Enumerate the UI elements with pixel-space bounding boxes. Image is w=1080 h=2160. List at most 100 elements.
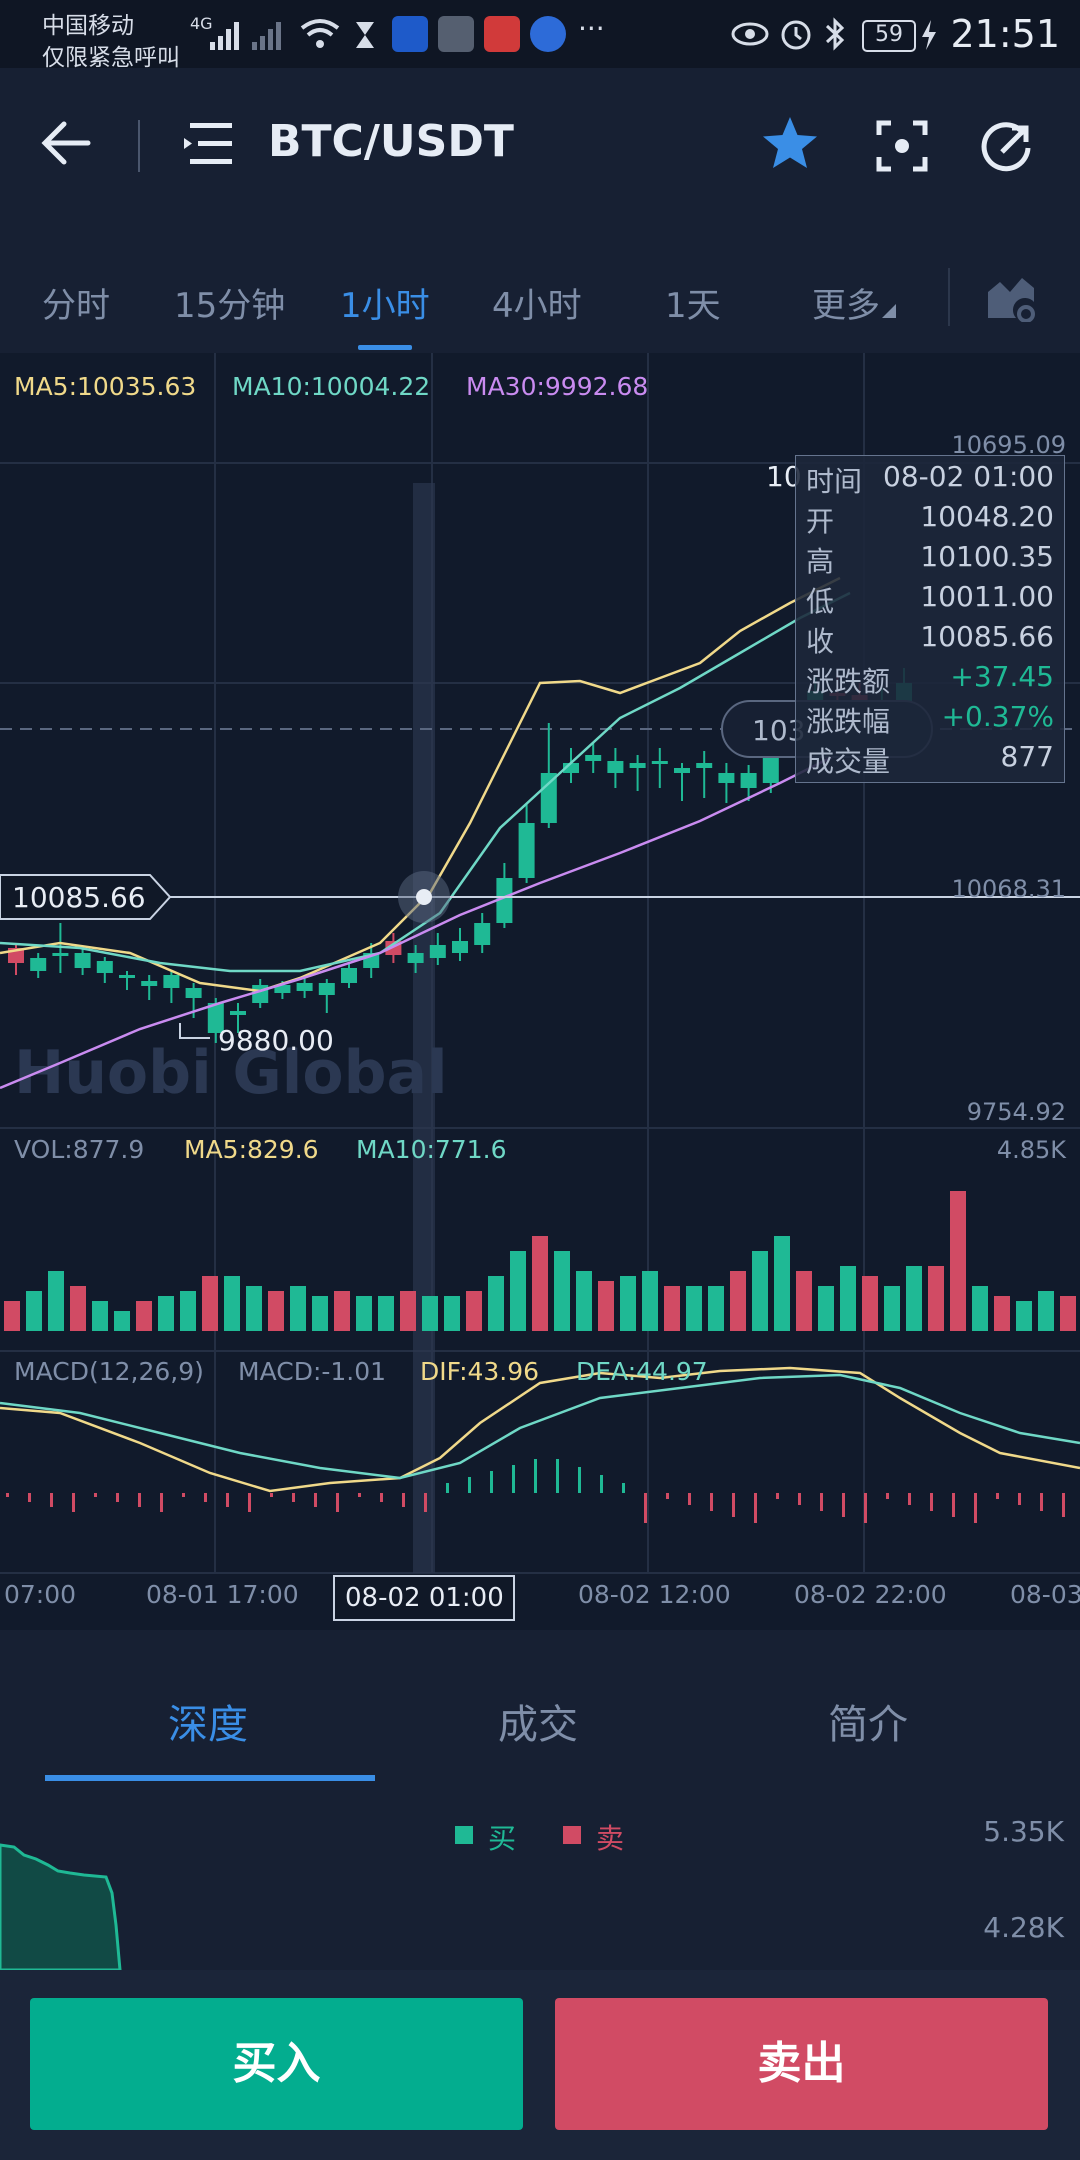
macd-bar [160,1493,163,1512]
tooltip-value: 877 [1000,740,1054,773]
candle-body [74,953,91,968]
macd-title: MACD(12,26,9) [14,1357,204,1386]
tooltip-row: 涨跌额 +37.45 [806,660,1054,700]
back-arrow-icon[interactable] [40,118,96,168]
macd-bar [248,1493,251,1512]
tooltip-value: 10048.20 [920,500,1054,533]
macd-bar [292,1493,295,1502]
pair-title[interactable]: BTC/USDT [268,116,514,167]
volume-bar [114,1311,130,1331]
candle [8,943,24,975]
macd-bar [908,1493,911,1505]
kline-chart-canvas[interactable]: Huobi Global 10085.66 9880.00 103 10 MA5… [0,353,1080,1630]
candle-body [341,968,357,983]
macd-bar [226,1493,229,1507]
volume-bar [730,1271,746,1331]
candle-body [540,773,557,823]
depth-y-top: 5.35K [983,1815,1064,1848]
vol-ma5-label: MA5:829.6 [184,1135,319,1164]
volume-bar [664,1286,680,1331]
screenshot-icon[interactable] [876,120,928,172]
alarm-icon [781,20,811,50]
depth-chart-canvas [0,1826,581,1972]
candle [674,763,690,801]
time-label: 08-03 [1010,1580,1080,1609]
tooltip-row: 时间 08-02 01:00 [806,460,1054,500]
refresh-icon[interactable] [978,118,1036,174]
volume-bar [598,1281,614,1331]
tab-trades[interactable]: 成交 [498,1702,578,1748]
header: BTC/USDT [0,68,1080,218]
time-label: 08-02 22:00 [794,1580,947,1609]
tooltip-key: 成交量 [806,745,891,778]
app-badge-icon [438,16,474,52]
dea-value: DEA:44.97 [576,1357,708,1386]
candle [518,803,535,883]
star-icon[interactable] [760,114,820,172]
candle-body [296,983,313,991]
ma5-label: MA5:10035.63 [14,372,196,401]
tab-more[interactable]: 更多 [812,286,880,326]
dropdown-triangle-icon [882,304,896,318]
macd-bar [336,1493,339,1512]
tab-intro[interactable]: 简介 [828,1702,908,1748]
tooltip-row: 低 10011.00 [806,580,1054,620]
period-tabs: 分时 15分钟 1小时 4小时 1天 更多 [0,218,1080,355]
macd-bar [732,1493,735,1517]
time-label: 08-01 17:00 [146,1580,299,1609]
volume-bar [620,1276,636,1331]
macd-bar [952,1493,955,1517]
y-axis-top: 10695.09 [951,431,1066,459]
vol-ma10-label: MA10:771.6 [356,1135,506,1164]
sell-button[interactable]: 卖出 [555,1998,1048,2130]
buy-button[interactable]: 买入 [30,1998,523,2130]
macd-bar [644,1493,647,1523]
volume-bar [268,1291,284,1331]
tooltip-row: 开 10048.20 [806,500,1054,540]
macd-bar [490,1471,493,1493]
macd-bar [820,1493,823,1511]
macd-bar [754,1493,757,1523]
watermark: Huobi Global [14,1038,448,1108]
tooltip-value: 08-02 01:00 [883,460,1054,493]
active-tab-indicator [45,1775,375,1781]
volume-bar [136,1301,152,1331]
volume-bar [1038,1291,1054,1331]
volume-bar [224,1276,240,1331]
volume-bar [554,1251,570,1331]
tab-1hour[interactable]: 1小时 [340,286,430,326]
tooltip-key: 时间 [806,465,863,498]
volume-bar [92,1301,108,1331]
buy-legend-swatch [455,1826,473,1844]
kline-chart[interactable]: Huobi Global 10085.66 9880.00 103 10 MA5… [0,353,1080,1630]
volume-bar [950,1191,966,1331]
tab-1day[interactable]: 1天 [665,286,721,326]
macd-bar [710,1493,713,1511]
volume-bar [576,1271,592,1331]
macd-bar [50,1493,53,1507]
candle-body [674,768,690,773]
candle [607,748,624,788]
macd-bar [1018,1493,1021,1505]
volume-bar [796,1271,812,1331]
menu-list-icon[interactable] [182,120,234,168]
volume-bar [488,1276,504,1331]
candle [96,957,113,983]
battery-icon: 59 [862,20,916,52]
tab-4hour[interactable]: 4小时 [492,286,582,326]
tooltip-key: 收 [806,625,835,658]
candle-body [718,773,735,783]
tab-depth[interactable]: 深度 [168,1702,248,1748]
dif-value: DIF:43.96 [420,1357,539,1386]
candle-body [518,823,535,878]
tab-timeline[interactable]: 分时 [42,286,110,326]
candle [119,971,135,990]
macd-bar [886,1493,889,1499]
chart-settings-icon[interactable] [986,274,1038,322]
macd-bar [864,1493,867,1523]
tooltip-key: 低 [806,585,835,618]
candle-body [474,923,491,945]
macd-bar [688,1493,691,1505]
bluetooth-icon [825,17,845,51]
tab-15min[interactable]: 15分钟 [174,286,286,326]
